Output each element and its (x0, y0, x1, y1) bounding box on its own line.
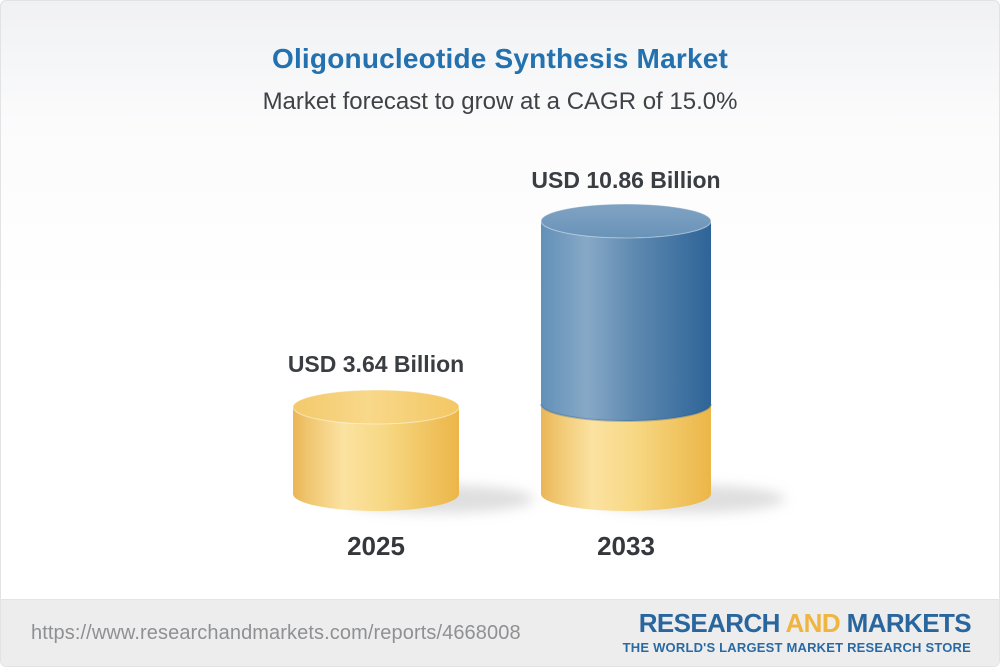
logo-word-and: AND (785, 608, 841, 639)
chart-subtitle: Market forecast to grow at a CAGR of 15.… (262, 88, 738, 115)
research-and-markets-logo: RESEARCH AND MARKETS THE WORLD'S LARGEST… (622, 608, 972, 655)
bar-2025-cylinder (292, 389, 460, 511)
bar-2033-cylinder (540, 203, 712, 511)
logo-word-research: RESEARCH (638, 608, 781, 639)
bar-2033-value-label: USD 10.86 Billion (531, 167, 721, 193)
bar-2025-value-label: USD 3.64 Billion (287, 351, 465, 377)
bar-2033-blue-segment (541, 221, 711, 421)
bar-2025-shadow (344, 485, 534, 513)
report-url: https://www.researchandmarkets.com/repor… (31, 621, 521, 644)
chart-title: Oligonucleotide Synthesis Market (271, 43, 729, 74)
logo-word-markets: MARKETS (846, 608, 972, 639)
bar-2033-axis-label: 2033 (597, 531, 655, 561)
bar-2033-gold-segment (541, 404, 711, 511)
logo-wordmark: RESEARCH AND MARKETS (638, 608, 972, 639)
logo-tagline: THE WORLD'S LARGEST MARKET RESEARCH STOR… (622, 639, 971, 655)
bar-2033-shadow (595, 485, 785, 513)
footer-bar: https://www.researchandmarkets.com/repor… (1, 599, 999, 666)
bar-2025-axis-label: 2025 (347, 531, 405, 561)
